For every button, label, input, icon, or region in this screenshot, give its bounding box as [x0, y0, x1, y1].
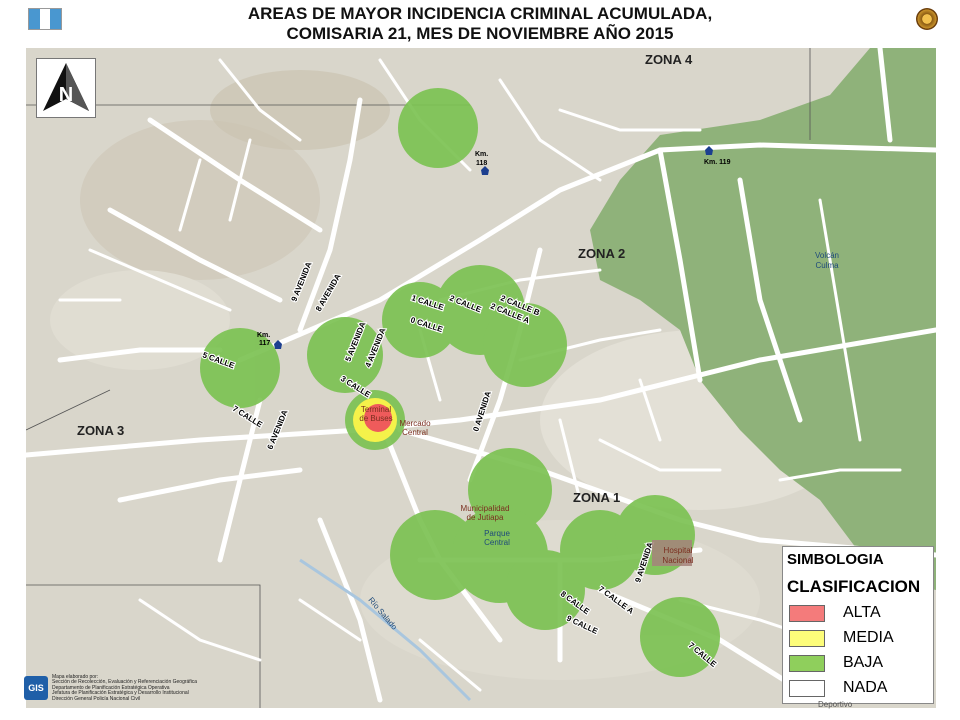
- deportivo-label: Deportivo: [818, 700, 853, 709]
- terminal-label-2: de Buses: [359, 414, 392, 423]
- incidence-alta-area: [364, 404, 392, 432]
- gis-logo-icon: GIS: [24, 676, 48, 700]
- map-header: AREAS DE MAYOR INCIDENCIA CRIMINAL ACUMU…: [0, 0, 960, 50]
- km117-label-2: 117: [259, 340, 270, 347]
- credit-line-2: Sección de Recolección, Evaluación y Ref…: [52, 679, 198, 686]
- credit-line-1: Mapa elaborado por:: [52, 674, 99, 680]
- hospital-label-1: Hospital: [664, 546, 693, 555]
- police-seal-icon: [916, 8, 938, 30]
- mercado-label-1: Mercado: [399, 419, 431, 428]
- km119-label: Km. 119: [704, 159, 731, 166]
- legend-swatch-baja: [789, 654, 825, 672]
- terminal-label-1: Terminal: [361, 405, 391, 414]
- zone2-label: ZONA 2: [578, 246, 625, 261]
- hospital-area: [652, 540, 692, 566]
- map-title-line1: AREAS DE MAYOR INCIDENCIA CRIMINAL ACUMU…: [247, 4, 713, 23]
- legend-label-nada: NADA: [843, 679, 888, 696]
- legend-swatch-alta: [789, 604, 825, 622]
- guatemala-flag-icon: [28, 8, 62, 30]
- legend-title: SIMBOLOGIA: [787, 551, 884, 568]
- zone3-label: ZONA 3: [77, 423, 124, 438]
- hospital-label-2: Nacional: [662, 556, 693, 565]
- credit-line-4: Jefatura de Planificación Estratégica y …: [52, 690, 189, 697]
- credit-line-3: Departamento de Planificación Estratégic…: [52, 684, 170, 691]
- zone4-label: ZONA 4: [645, 52, 693, 67]
- map-title-line2: COMISARIA 21, MES DE NOVIEMBRE AÑO 2015: [286, 24, 674, 43]
- km118-label-2: 118: [476, 160, 487, 167]
- map-credits: GIS Mapa elaborado por: Sección de Recol…: [24, 674, 224, 708]
- legend-swatch-media: [789, 629, 825, 647]
- volcan-label-1: Volcán: [815, 251, 839, 260]
- municipalidad-label-1: Municipalidad: [461, 504, 510, 513]
- map-svg: ZONA 4 ZONA 2 ZONA 3 ZONA 1 9 AVENIDA 8 …: [26, 48, 936, 708]
- map-legend: SIMBOLOGIA CLASIFICACION ALTA MEDIA BAJA…: [782, 546, 934, 704]
- legend-item-alta: ALTA: [789, 603, 881, 623]
- parque-label-2: Central: [484, 538, 510, 547]
- legend-label-alta: ALTA: [843, 604, 881, 621]
- zone1-label: ZONA 1: [573, 490, 620, 505]
- km118-marker-icon: [481, 166, 489, 175]
- legend-item-baja: BAJA: [789, 653, 883, 673]
- legend-label-baja: BAJA: [843, 654, 884, 671]
- parque-label-1: Parque: [484, 529, 510, 538]
- credit-line-5: Dirección General Policía Nacional Civil: [52, 695, 141, 702]
- river: [299, 558, 472, 702]
- legend-label-media: MEDIA: [843, 629, 894, 646]
- legend-item-media: MEDIA: [789, 628, 894, 648]
- km118-label-1: Km.: [475, 151, 488, 158]
- north-arrow: N: [36, 58, 96, 118]
- volcan-label-2: Culma: [815, 261, 839, 270]
- forest-area: [590, 48, 936, 590]
- legend-subtitle: CLASIFICACION: [787, 577, 921, 596]
- north-letter: N: [59, 84, 73, 106]
- km117-marker-icon: [274, 340, 282, 349]
- legend-swatch-nada: [789, 679, 825, 697]
- municipalidad-label-2: de Jutiapa: [467, 513, 504, 522]
- km119-marker-icon: [705, 146, 713, 155]
- km117-label-1: Km.: [257, 332, 270, 339]
- credits-text: Mapa elaborado por: Sección de Recolecci…: [52, 674, 222, 702]
- legend-item-nada: NADA: [789, 678, 887, 698]
- north-arrow-icon: N: [43, 63, 89, 111]
- mercado-label-2: Central: [402, 428, 428, 437]
